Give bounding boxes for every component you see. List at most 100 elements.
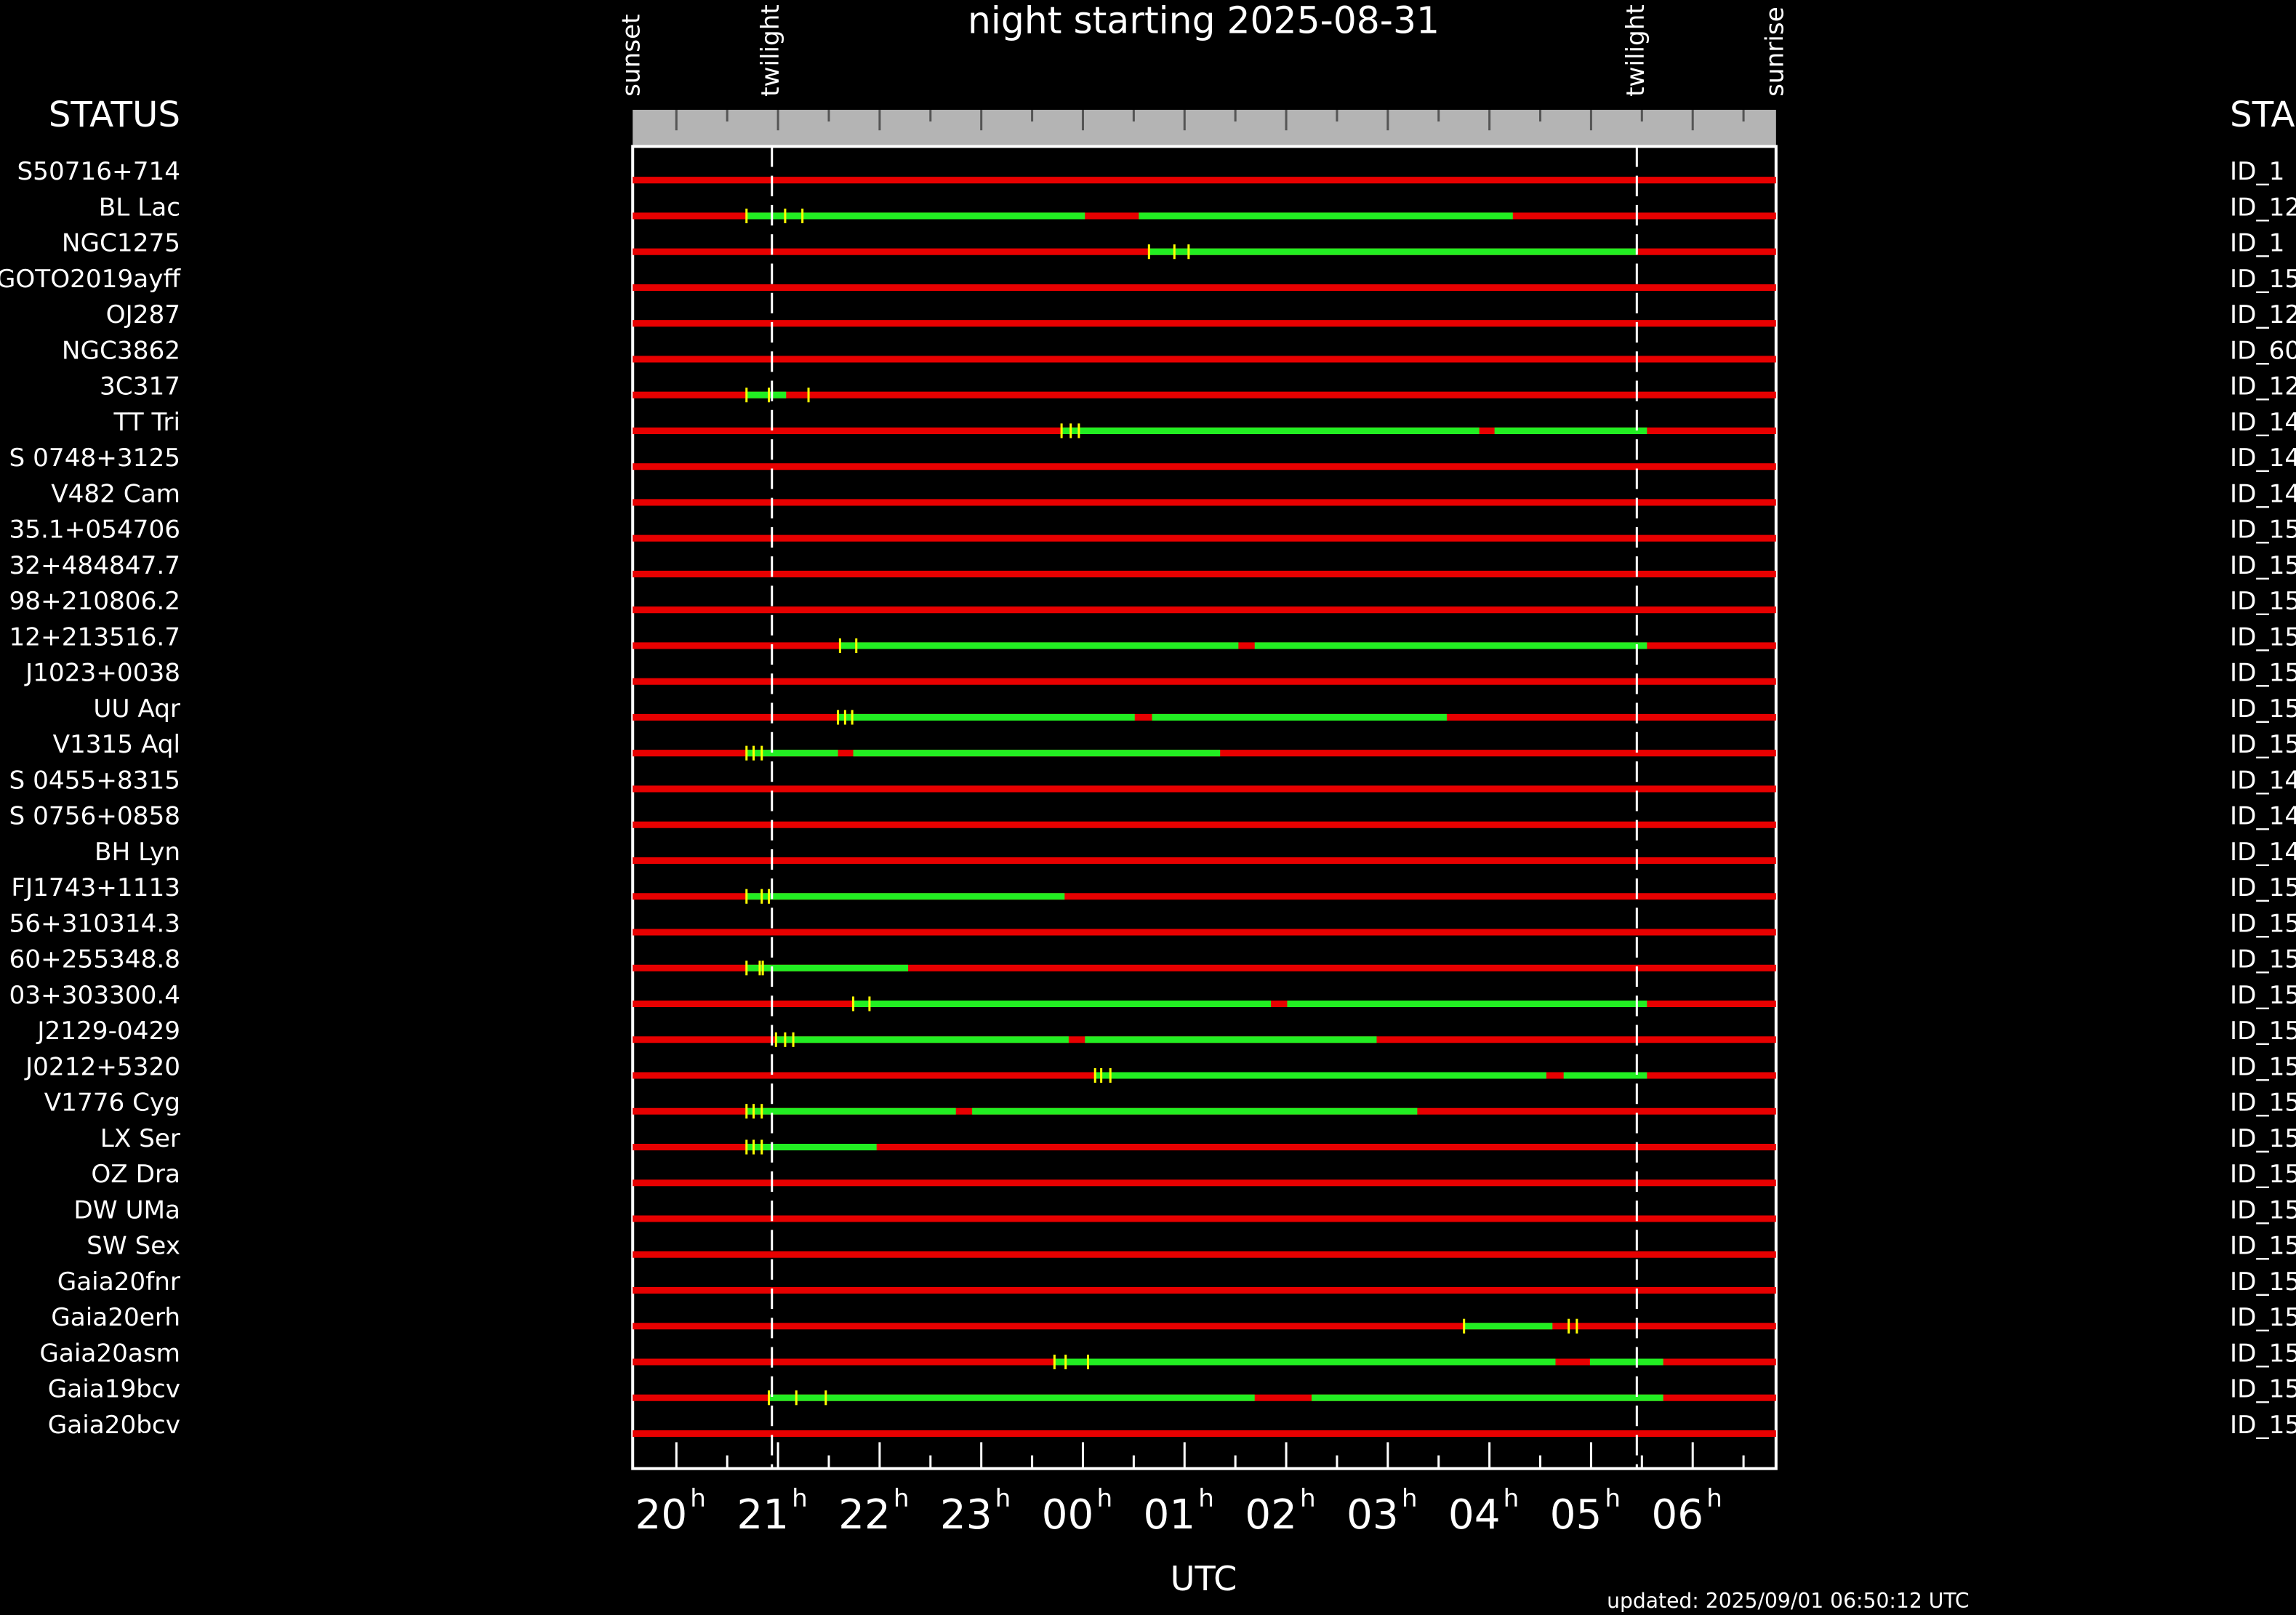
- row-name: V1776 Cyg: [44, 1089, 180, 1118]
- marker-label: twilight: [1621, 4, 1650, 97]
- marker-label: sunset: [617, 14, 646, 97]
- row-name: J0212+5320: [24, 1052, 180, 1081]
- row-id: ID_15: [2230, 1339, 2296, 1368]
- x-tick-number: 01: [1143, 1491, 1195, 1539]
- marker-label: sunrise: [1760, 7, 1789, 97]
- row-id: ID_14: [2230, 766, 2296, 795]
- row-name: TT Tri: [113, 408, 180, 437]
- row-id: ID_1: [2230, 229, 2284, 258]
- time-bar: [633, 110, 1776, 147]
- row-id: ID_14: [2230, 838, 2296, 867]
- x-tick-suffix: h: [690, 1483, 706, 1512]
- x-tick-suffix: h: [894, 1483, 910, 1512]
- row-id: ID_15: [2230, 516, 2296, 545]
- row-name: Gaia20fnr: [57, 1267, 181, 1297]
- x-tick-number: 06: [1651, 1491, 1703, 1539]
- row-name: S 0748+3125: [9, 444, 180, 473]
- x-tick-suffix: h: [1504, 1483, 1520, 1512]
- row-name: NGC1275: [62, 229, 180, 258]
- row-name: J1023+0038: [24, 659, 180, 688]
- row-name: 3C317: [100, 372, 180, 401]
- row-name: 98+210806.2: [9, 587, 181, 616]
- row-name: GOTO2019ayff: [0, 265, 181, 294]
- x-tick-number: 04: [1448, 1491, 1501, 1539]
- row-id: ID_15: [2230, 873, 2296, 902]
- x-tick-suffix: h: [995, 1483, 1011, 1512]
- row-name: OZ Dra: [91, 1160, 180, 1189]
- row-id: ID_15: [2230, 1195, 2296, 1225]
- row-name: 32+484847.7: [9, 551, 181, 580]
- row-name: S 0756+0858: [9, 802, 180, 831]
- row-name: BL Lac: [99, 193, 180, 222]
- row-id: ID_60: [2230, 336, 2296, 365]
- x-tick-label: 20 h: [635, 1483, 706, 1538]
- x-tick-label: 01 h: [1143, 1483, 1213, 1538]
- row-id: ID_15: [2230, 1411, 2296, 1440]
- x-tick-suffix: h: [792, 1483, 808, 1512]
- row-id: ID_15: [2230, 981, 2296, 1010]
- row-name: Gaia19bcv: [48, 1375, 180, 1404]
- row-name: 56+310314.3: [9, 909, 181, 938]
- row-id: ID_15: [2230, 659, 2296, 688]
- row-id: ID_15: [2230, 1160, 2296, 1189]
- row-id: ID_15: [2230, 265, 2296, 294]
- row-id: ID_12: [2230, 193, 2296, 222]
- x-tick-label: 22 h: [838, 1483, 909, 1538]
- x-tick-label: 21 h: [736, 1483, 807, 1538]
- x-tick-label: 06 h: [1651, 1483, 1722, 1538]
- x-tick-number: 22: [838, 1491, 891, 1539]
- x-tick-label: 04 h: [1448, 1483, 1519, 1538]
- x-tick-number: 00: [1042, 1491, 1094, 1539]
- x-tick-label: 23 h: [940, 1483, 1011, 1538]
- row-name: FJ1743+1113: [11, 873, 180, 902]
- row-name: SW Sex: [87, 1232, 180, 1261]
- row-id: ID_14: [2230, 479, 2296, 508]
- row-name: J2129-0429: [36, 1017, 180, 1046]
- row-name: Gaia20asm: [39, 1339, 180, 1368]
- row-id: ID_14: [2230, 802, 2296, 831]
- row-id: ID_15: [2230, 1089, 2296, 1118]
- row-id: ID_15: [2230, 551, 2296, 580]
- row-id: ID_12: [2230, 300, 2296, 329]
- row-name: 03+303300.4: [9, 981, 181, 1010]
- chart-title: night starting 2025-08-31: [968, 0, 1440, 42]
- right-header: STA: [2230, 95, 2295, 135]
- x-tick-label: 00 h: [1042, 1483, 1112, 1538]
- x-tick-suffix: h: [1096, 1483, 1112, 1512]
- plot-frame: [631, 145, 1778, 1470]
- row-id: ID_1: [2230, 157, 2284, 186]
- marker-label: twilight: [756, 4, 785, 97]
- x-tick-label: 05 h: [1550, 1483, 1621, 1538]
- row-id: ID_14: [2230, 444, 2296, 473]
- row-name: S50716+714: [17, 157, 180, 186]
- x-tick-label: 02 h: [1245, 1483, 1315, 1538]
- row-id: ID_15: [2230, 730, 2296, 759]
- row-id: ID_15: [2230, 1232, 2296, 1261]
- row-name: LX Ser: [100, 1124, 181, 1153]
- x-tick-number: 05: [1550, 1491, 1602, 1539]
- x-tick-label: 03 h: [1346, 1483, 1417, 1538]
- row-name: 35.1+054706: [9, 516, 181, 545]
- row-id: ID_15: [2230, 909, 2296, 938]
- x-tick-number: 03: [1346, 1491, 1399, 1539]
- x-tick-number: 02: [1245, 1491, 1297, 1539]
- row-id: ID_15: [2230, 945, 2296, 974]
- row-id: ID_15: [2230, 1303, 2296, 1332]
- row-id: ID_14: [2230, 408, 2296, 437]
- updated-time: updated: 2025/09/01 06:50:12 UTC: [1607, 1589, 1970, 1613]
- row-name: 60+255348.8: [9, 945, 181, 974]
- x-tick-suffix: h: [1198, 1483, 1214, 1512]
- row-name: DW UMa: [73, 1195, 180, 1225]
- row-name: NGC3862: [62, 336, 180, 365]
- x-axis-label: UTC: [1171, 1559, 1237, 1598]
- x-tick-suffix: h: [1706, 1483, 1722, 1512]
- row-id: ID_15: [2230, 1375, 2296, 1404]
- row-id: ID_15: [2230, 1267, 2296, 1297]
- x-tick-number: 21: [736, 1491, 789, 1539]
- row-id: ID_15: [2230, 1017, 2296, 1046]
- x-tick-number: 20: [635, 1491, 688, 1539]
- row-id: ID_15: [2230, 1052, 2296, 1081]
- row-id: ID_15: [2230, 622, 2296, 652]
